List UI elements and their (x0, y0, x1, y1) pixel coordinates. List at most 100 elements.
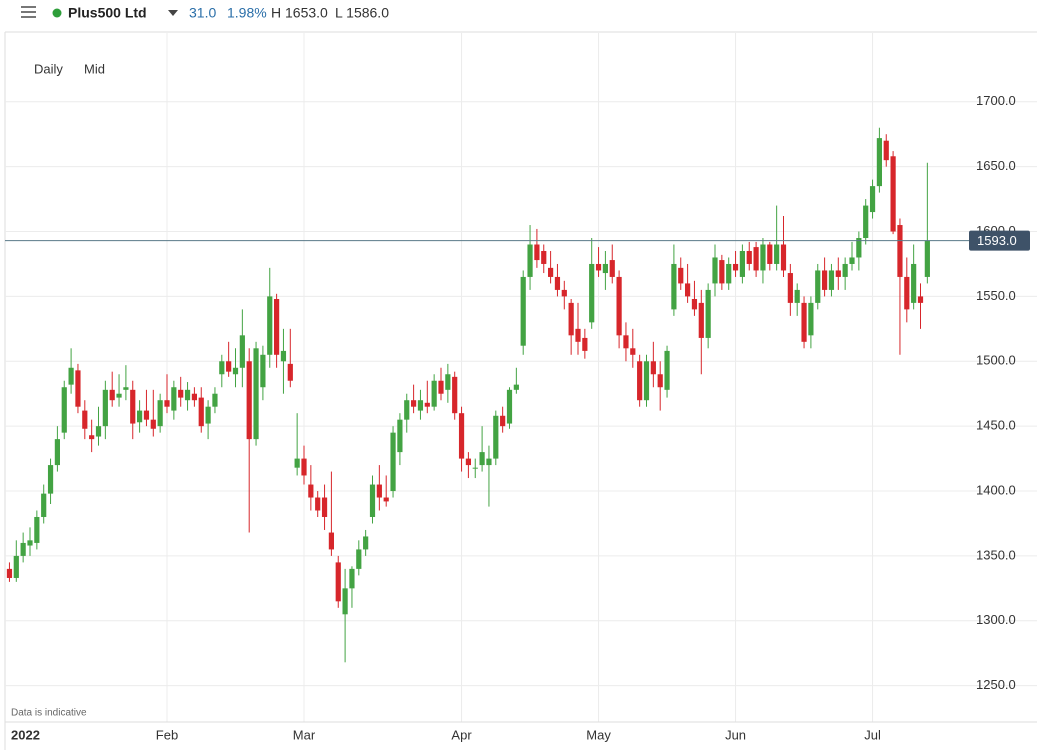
candle-body (760, 244, 766, 271)
candle-body (856, 238, 862, 258)
candle-body (602, 263, 608, 274)
candle-body (719, 260, 725, 284)
candle-body (246, 361, 252, 440)
y-tick-label: 1550.0 (976, 288, 1016, 303)
x-tick-label: Feb (156, 727, 178, 742)
candle-body (232, 367, 239, 375)
candle-body (691, 298, 698, 310)
candle-body (75, 370, 81, 407)
candle-body (493, 415, 499, 459)
candle-body (260, 354, 266, 388)
candle-body (397, 419, 403, 453)
candle-body (897, 225, 903, 277)
candle-body (89, 435, 95, 440)
candle-body (287, 363, 293, 381)
candle-body (835, 270, 841, 277)
candle-body (349, 568, 355, 589)
candle-body (178, 389, 184, 398)
candle-body (404, 400, 410, 420)
candle-body (328, 532, 334, 550)
candle-body (335, 562, 341, 602)
candle-body (321, 497, 328, 517)
candle-body (575, 328, 581, 342)
candle-body (671, 263, 677, 310)
candle-body (890, 156, 896, 232)
candle-body (150, 419, 156, 429)
candle-body (849, 257, 855, 264)
candle-body (356, 549, 362, 569)
candle-body (527, 244, 533, 277)
interval-button[interactable]: Daily (34, 61, 63, 76)
candle-body (479, 452, 485, 466)
candle-body (561, 289, 567, 297)
candle-body (390, 432, 396, 492)
candle-body (458, 413, 465, 459)
candle-body (6, 568, 13, 578)
status-dot (52, 8, 62, 18)
candle-body (609, 260, 615, 277)
candle-body (685, 283, 691, 297)
candle-body (34, 516, 40, 543)
x-tick-label: 2022 (11, 727, 40, 742)
y-tick-label: 1350.0 (976, 547, 1016, 562)
candle-body (842, 263, 848, 277)
candle-body (643, 361, 650, 401)
candle-body (774, 244, 780, 264)
candle-body (732, 263, 739, 271)
price-change: 31.0 (189, 5, 216, 21)
candle-body (116, 393, 122, 398)
candle-body (500, 415, 506, 427)
plot-area: 1250.0 1300.0 1350.0 1400.0 1450.0 1500.0 1550… (5, 33, 1037, 742)
candle-body (95, 426, 102, 437)
candle-body (465, 458, 471, 466)
candle-body (753, 247, 759, 271)
candle-body (54, 439, 60, 466)
instrument-name[interactable]: Plus500 Ltd (68, 5, 147, 21)
candle-body (102, 389, 108, 427)
candle-body (267, 296, 273, 355)
candle-body (143, 410, 150, 420)
footnote: Data is indicative (11, 708, 87, 719)
candle-body (808, 302, 814, 336)
candle-body (623, 335, 629, 349)
candle-body (637, 361, 643, 401)
candle-body (184, 389, 191, 401)
candle-body (801, 302, 807, 342)
menu-icon[interactable] (21, 6, 36, 18)
candle-body (137, 410, 143, 423)
candle-body (301, 458, 307, 476)
day-high: H 1653.0 (271, 5, 328, 21)
candle-body (794, 289, 800, 303)
candle-body (548, 267, 554, 277)
y-tick-label: 1500.0 (976, 353, 1016, 368)
candle-body (828, 270, 835, 290)
candle-body (130, 389, 136, 424)
candle-body (438, 380, 444, 394)
candle-body (280, 350, 287, 362)
candle-body (294, 458, 300, 468)
candle-body (376, 484, 382, 498)
price-type-button[interactable]: Mid (84, 61, 105, 76)
candle-body (869, 186, 876, 213)
x-tick-label: Mar (293, 727, 316, 742)
dropdown-arrow[interactable] (168, 10, 178, 16)
candle-body (904, 276, 910, 310)
candle-body (616, 276, 622, 336)
candle-body (698, 302, 704, 338)
candle-body (582, 337, 588, 351)
candle-body (815, 270, 821, 303)
y-tick-label: 1450.0 (976, 418, 1016, 433)
candle-body (863, 205, 869, 239)
candle-body (431, 380, 437, 407)
candle-body (568, 302, 574, 336)
candle-body (157, 400, 163, 427)
day-low: L 1586.0 (335, 5, 389, 21)
candle-body (424, 402, 430, 407)
candle-body (212, 393, 218, 407)
candle-body (363, 536, 369, 550)
candle-body (513, 384, 519, 390)
candle-body (924, 240, 930, 277)
candle-body (13, 555, 19, 578)
candle-body (383, 497, 389, 502)
